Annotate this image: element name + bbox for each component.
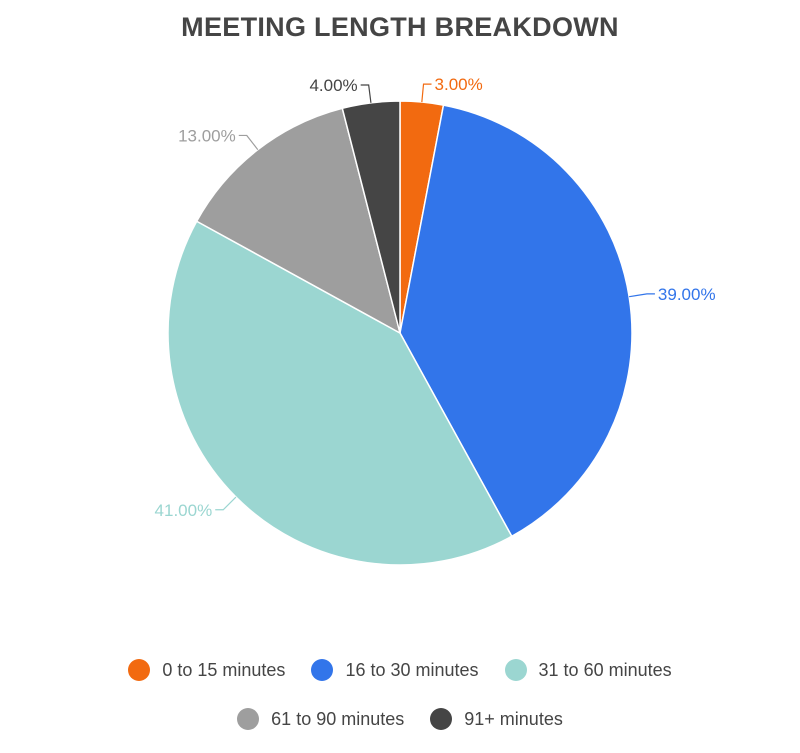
pie-slice[interactable] bbox=[167, 220, 513, 566]
legend-label: 16 to 30 minutes bbox=[345, 659, 479, 680]
pie-slice[interactable] bbox=[399, 104, 633, 538]
legend-item-31-60[interactable]: 31 to 60 minutes bbox=[504, 659, 672, 681]
legend-item-91-plus[interactable]: 91+ minutes bbox=[430, 708, 563, 730]
data-label: 41.00% bbox=[155, 501, 213, 520]
leader-line bbox=[421, 83, 432, 103]
legend-item-0-15[interactable]: 0 to 15 minutes bbox=[128, 659, 285, 681]
pie-slice[interactable] bbox=[341, 100, 401, 334]
legend-item-61-90[interactable]: 61 to 90 minutes bbox=[237, 708, 404, 730]
pie-slice[interactable] bbox=[195, 107, 402, 335]
chart-title: MEETING LENGTH BREAKDOWN bbox=[181, 12, 619, 42]
legend-label: 0 to 15 minutes bbox=[162, 659, 286, 680]
legend-label: 91+ minutes bbox=[464, 708, 563, 729]
legend-swatch bbox=[237, 708, 260, 730]
leader-line bbox=[215, 496, 237, 511]
pie-chart: 3.00% 39.00% 41.00% 13.00% 4.00% bbox=[155, 75, 716, 566]
legend-swatch bbox=[430, 708, 453, 730]
legend-swatch bbox=[311, 659, 334, 681]
legend-label: 61 to 90 minutes bbox=[271, 708, 405, 729]
legend-swatch bbox=[128, 659, 151, 681]
leader-line bbox=[238, 134, 259, 151]
legend-item-16-30[interactable]: 16 to 30 minutes bbox=[311, 659, 479, 681]
data-label: 13.00% bbox=[178, 126, 236, 145]
legend-row-1: 0 to 15 minutes 16 to 30 minutes 31 to 6… bbox=[0, 659, 800, 681]
leader-line bbox=[629, 293, 655, 298]
legend-swatch bbox=[504, 659, 527, 681]
data-label: 3.00% bbox=[435, 75, 483, 94]
leader-line bbox=[360, 84, 372, 103]
data-label: 39.00% bbox=[658, 285, 716, 304]
legend-row-2: 61 to 90 minutes 91+ minutes bbox=[0, 708, 800, 730]
data-label: 4.00% bbox=[309, 76, 357, 95]
legend-label: 31 to 60 minutes bbox=[538, 659, 672, 680]
